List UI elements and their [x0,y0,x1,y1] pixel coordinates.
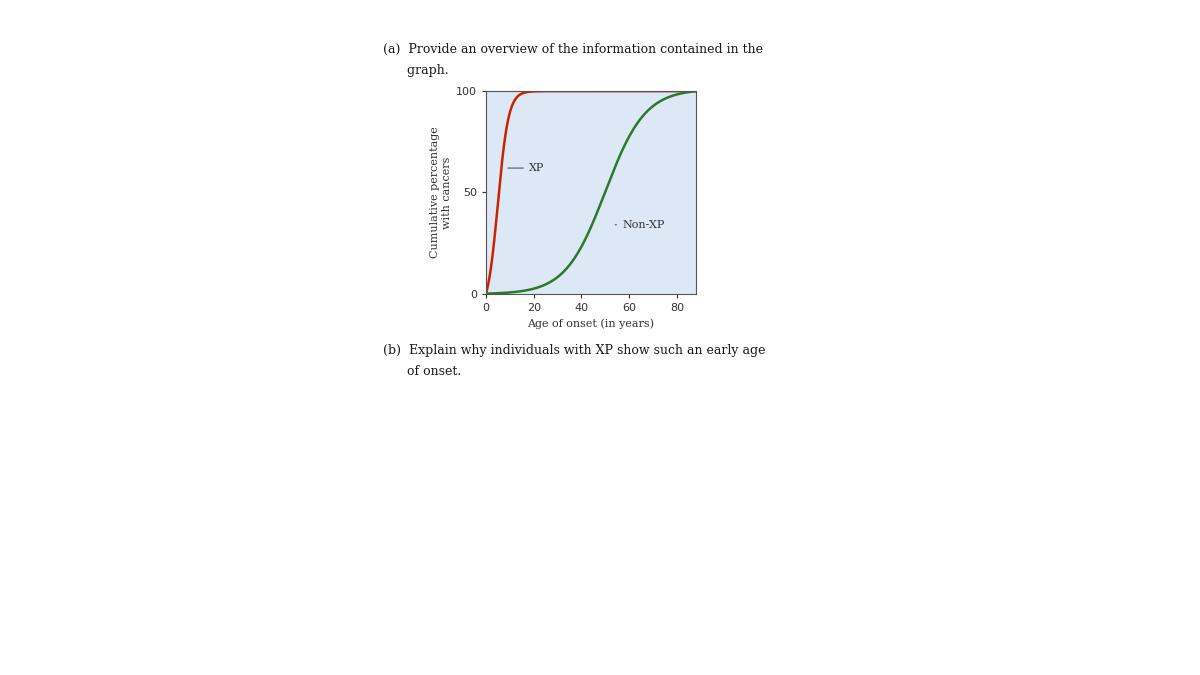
Text: (b)  Explain why individuals with XP show such an early age: (b) Explain why individuals with XP show… [383,344,766,357]
X-axis label: Age of onset (in years): Age of onset (in years) [528,318,654,329]
Text: Non-XP: Non-XP [616,220,665,230]
Text: (a)  Provide an overview of the information contained in the: (a) Provide an overview of the informati… [383,43,763,56]
Text: of onset.: of onset. [383,365,461,378]
Text: XP: XP [508,163,545,173]
Text: graph.: graph. [383,64,449,77]
Y-axis label: Cumulative percentage
with cancers: Cumulative percentage with cancers [431,126,452,259]
